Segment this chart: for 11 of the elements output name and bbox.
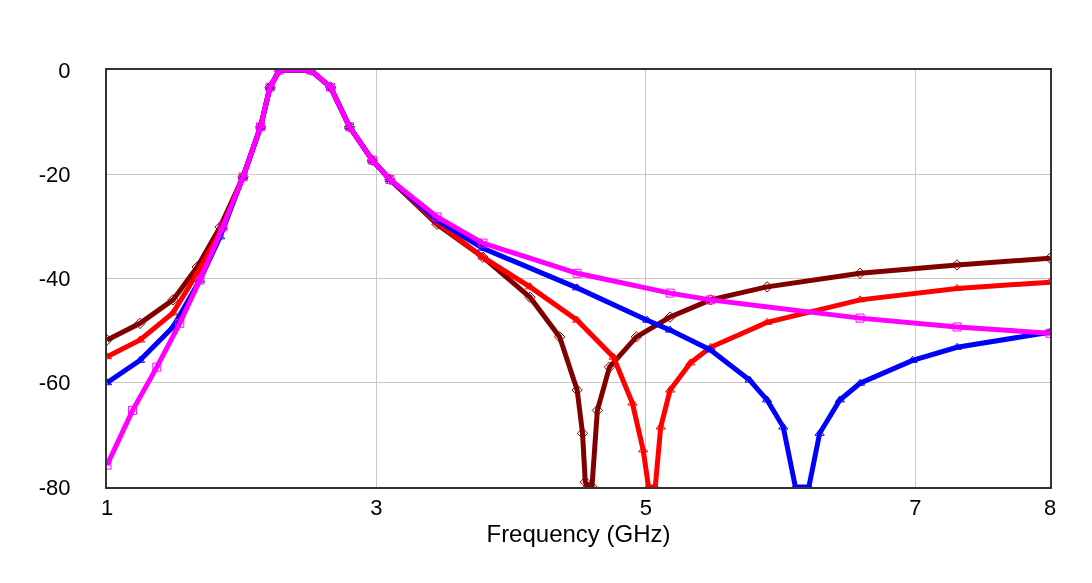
x-tick-label: 5	[639, 495, 652, 521]
x-tick-label: 1	[100, 495, 114, 521]
y-tick-label: 0	[58, 57, 71, 83]
x-tick-label: 8	[1043, 495, 1057, 521]
y-tick-label: -60	[38, 370, 71, 396]
x-axis-title: Frequency (GHz)	[486, 520, 671, 548]
y-tick-label: -20	[38, 161, 71, 187]
y-tick-label: -80	[38, 474, 71, 500]
x-tick-label: 3	[370, 495, 383, 521]
x-tick-label: 7	[909, 495, 922, 521]
y-tick-label: -40	[38, 266, 71, 292]
